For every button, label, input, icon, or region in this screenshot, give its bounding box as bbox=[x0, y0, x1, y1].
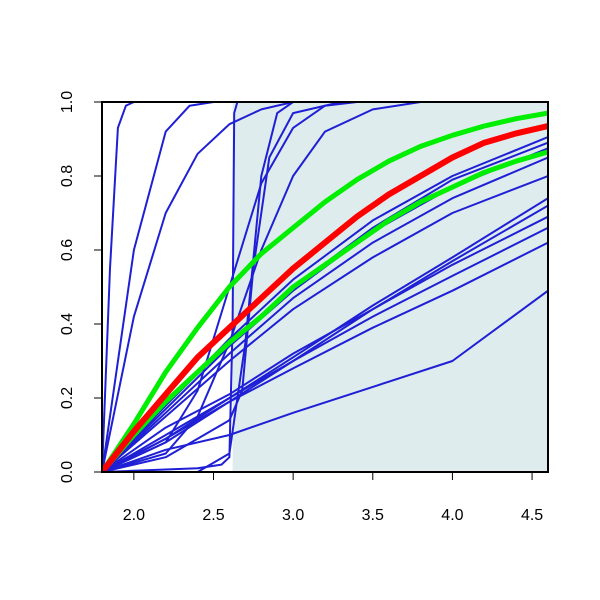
y-tick-label: 0.6 bbox=[59, 239, 76, 261]
series-line-5 bbox=[102, 102, 548, 472]
series-line-3 bbox=[102, 102, 548, 472]
series-line-20 bbox=[102, 110, 548, 472]
y-tick-label: 1.0 bbox=[59, 91, 76, 113]
y-tick-label: 0.4 bbox=[59, 313, 76, 335]
x-tick-label: 2.5 bbox=[202, 507, 224, 524]
series-line-1 bbox=[102, 102, 548, 472]
x-tick-label: 3.5 bbox=[362, 507, 384, 524]
series-line-12 bbox=[102, 156, 548, 472]
series-line-18 bbox=[102, 215, 548, 472]
series-line-6 bbox=[102, 102, 548, 472]
series-layer bbox=[102, 102, 548, 472]
y-tick-label: 0.8 bbox=[59, 165, 76, 187]
x-tick-label: 3.0 bbox=[282, 507, 304, 524]
x-tick-label: 4.0 bbox=[441, 507, 463, 524]
x-axis: 2.0 2.5 3.0 3.5 4.0 4.5 bbox=[123, 472, 543, 524]
y-tick-label: 0.0 bbox=[59, 461, 76, 483]
x-tick-label: 4.5 bbox=[521, 507, 543, 524]
series-line-19 bbox=[102, 289, 548, 472]
y-tick-label: 0.2 bbox=[59, 387, 76, 409]
series-line-13 bbox=[102, 175, 548, 472]
series-line-21 bbox=[102, 149, 548, 472]
y-axis: 0.0 0.2 0.4 0.6 0.8 1.0 bbox=[59, 91, 102, 483]
plot-frame bbox=[101, 101, 549, 473]
x-tick-label: 2.0 bbox=[123, 507, 145, 524]
series-line-2 bbox=[102, 102, 548, 472]
series-line-16 bbox=[102, 226, 548, 472]
series-line-22 bbox=[102, 123, 548, 472]
series-line-17 bbox=[102, 241, 548, 472]
